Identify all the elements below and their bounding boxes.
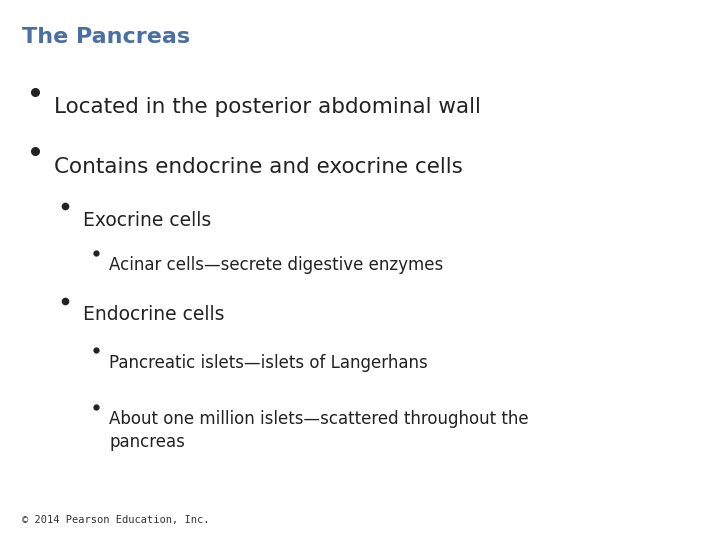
- Text: Exocrine cells: Exocrine cells: [83, 211, 211, 229]
- Text: Pancreatic islets—islets of Langerhans: Pancreatic islets—islets of Langerhans: [109, 354, 428, 372]
- Text: Acinar cells—secrete digestive enzymes: Acinar cells—secrete digestive enzymes: [109, 256, 444, 274]
- Text: About one million islets—scattered throughout the
pancreas: About one million islets—scattered throu…: [109, 410, 529, 451]
- Text: The Pancreas: The Pancreas: [22, 27, 190, 47]
- Text: Located in the posterior abdominal wall: Located in the posterior abdominal wall: [54, 97, 481, 117]
- Text: Contains endocrine and exocrine cells: Contains endocrine and exocrine cells: [54, 157, 463, 177]
- Text: Endocrine cells: Endocrine cells: [83, 305, 225, 324]
- Text: © 2014 Pearson Education, Inc.: © 2014 Pearson Education, Inc.: [22, 515, 209, 525]
